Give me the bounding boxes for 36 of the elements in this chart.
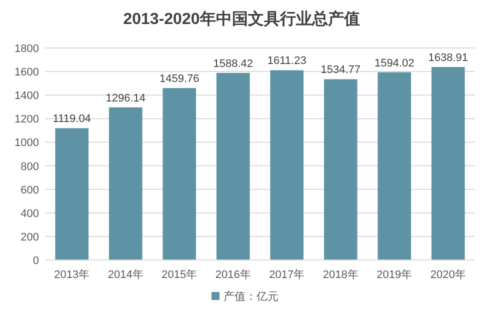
x-tick-label: 2020年 bbox=[430, 269, 466, 281]
y-tick-label: 800 bbox=[20, 160, 39, 173]
bar bbox=[162, 88, 196, 260]
x-tick-label: 2019年 bbox=[376, 269, 412, 281]
data-label: 1459.76 bbox=[159, 73, 200, 86]
y-tick-label: 400 bbox=[20, 208, 39, 220]
bar bbox=[378, 72, 412, 260]
y-tick-label: 600 bbox=[20, 184, 39, 196]
bar bbox=[270, 70, 304, 260]
y-tick-label: 1000 bbox=[14, 137, 39, 150]
y-tick-label: 1800 bbox=[14, 43, 39, 55]
x-tick-label: 2013年 bbox=[54, 269, 90, 281]
chart-title: 2013-2020年中国文具行业总产值 bbox=[123, 10, 360, 28]
y-tick-label: 0 bbox=[32, 255, 39, 267]
legend-label: 产值：亿元 bbox=[224, 290, 278, 303]
data-label: 1611.23 bbox=[267, 55, 306, 68]
bar bbox=[55, 128, 89, 260]
bar bbox=[216, 72, 250, 260]
bar bbox=[324, 79, 358, 260]
x-tick-label: 2015年 bbox=[162, 269, 198, 281]
bar bbox=[431, 66, 465, 260]
data-label: 1594.02 bbox=[374, 57, 414, 70]
y-tick-label: 200 bbox=[20, 231, 39, 244]
data-label: 1296.14 bbox=[106, 92, 146, 104]
x-tick-label: 2018年 bbox=[322, 269, 358, 281]
y-tick-label: 1400 bbox=[14, 90, 39, 102]
bar bbox=[108, 107, 142, 260]
x-tick-label: 2017年 bbox=[269, 269, 305, 281]
y-tick-label: 1200 bbox=[14, 114, 39, 126]
data-label: 1638.91 bbox=[428, 52, 468, 64]
data-label: 1588.42 bbox=[213, 58, 254, 70]
x-tick-label: 2016年 bbox=[215, 269, 251, 281]
y-tick-label: 1600 bbox=[14, 66, 39, 79]
x-tick-label: 2014年 bbox=[108, 269, 144, 281]
data-label: 1119.04 bbox=[52, 113, 91, 126]
data-label: 1534.77 bbox=[320, 64, 361, 76]
